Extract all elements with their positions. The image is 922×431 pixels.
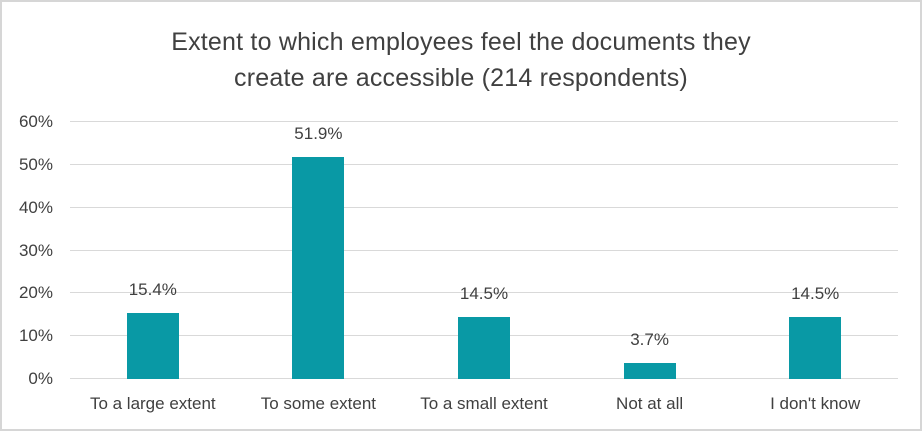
y-axis-tick-label: 50% xyxy=(18,154,53,174)
gridline xyxy=(70,121,898,122)
y-axis-tick-label: 0% xyxy=(28,369,53,388)
x-axis-category-label: To a large extent xyxy=(89,394,216,413)
gridline xyxy=(70,163,898,165)
y-axis-tick-label: 10% xyxy=(18,326,53,346)
x-axis-category-label: To some extent xyxy=(260,394,377,413)
chart-title: Extent to which employees feel the docum… xyxy=(2,24,920,96)
gridline xyxy=(70,292,898,294)
bar-value-label: 14.5% xyxy=(459,283,509,303)
bar-value-label: 51.9% xyxy=(294,123,343,143)
plot-area: 0% 10% 20% 30% 40% 50% 60% 15.4% To a large exte… xyxy=(19,112,898,413)
gridline xyxy=(70,249,898,251)
x-axis-category-label: I don't know xyxy=(770,394,861,413)
gridline xyxy=(70,206,898,208)
bar-value-label: 14.5% xyxy=(791,283,840,303)
bar-to-a-large-extent xyxy=(126,313,179,379)
y-axis-tick-label: 40% xyxy=(18,197,53,217)
bar-value-label: 15.4% xyxy=(128,280,177,300)
bar-value-label: 3.7% xyxy=(630,330,669,350)
x-axis-category-label: Not at all xyxy=(616,394,684,413)
y-axis-tick-label: 20% xyxy=(18,283,53,303)
x-axis-category-label: To a small extent xyxy=(420,394,548,413)
bar-to-a-small-extent xyxy=(458,316,510,379)
y-axis-tick-label: 30% xyxy=(18,240,53,260)
bar-to-some-extent xyxy=(292,156,345,379)
chart-title-line1: Extent to which employees feel the docum… xyxy=(171,28,751,56)
chart-title-line2: create are accessible (214 respondents) xyxy=(234,64,688,92)
bar-not-at-all xyxy=(623,363,676,379)
bar-i-don-t-know xyxy=(789,316,842,379)
y-axis-tick-label: 60% xyxy=(18,112,53,131)
